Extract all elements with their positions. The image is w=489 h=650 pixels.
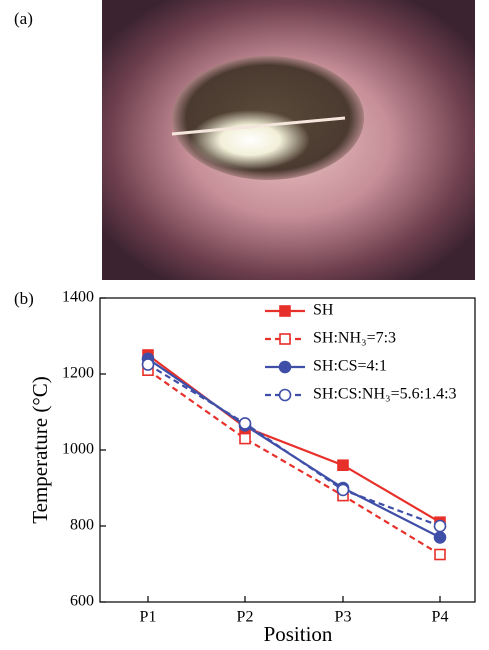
- legend-label: SH:CS=4:1: [313, 358, 387, 375]
- y-tick-label: 800: [70, 517, 94, 534]
- x-tick-label: P1: [140, 609, 157, 626]
- legend-marker: [278, 360, 292, 374]
- marker: [434, 548, 446, 561]
- legend-marker: [279, 333, 291, 345]
- marker: [336, 483, 350, 497]
- marker: [141, 358, 155, 371]
- panel-label: (a): [14, 9, 33, 28]
- photo: [102, 0, 475, 280]
- x-tick-label: P4: [432, 609, 449, 626]
- y-tick-label: 600: [70, 593, 94, 610]
- series-line: [147, 369, 441, 556]
- legend-marker: [279, 305, 291, 317]
- y-tick-label: 1200: [62, 365, 94, 382]
- x-tick-label: P2: [237, 609, 254, 626]
- marker: [239, 432, 251, 445]
- marker: [433, 531, 447, 544]
- marker: [337, 459, 349, 472]
- legend-label: SH:NH₃=7:3: [313, 330, 396, 347]
- x-axis-label: Position: [264, 622, 333, 646]
- y-tick-label: 1000: [62, 441, 94, 458]
- x-tick-label: P3: [335, 609, 352, 626]
- y-tick-label: 1400: [62, 289, 94, 306]
- marker: [433, 519, 447, 533]
- series-line: [147, 354, 441, 524]
- series-line: [147, 363, 441, 528]
- marker: [238, 417, 252, 430]
- panel-label: (b): [14, 289, 34, 308]
- y-axis-label: Temperature (°C): [28, 376, 52, 523]
- legend-marker: [278, 388, 292, 402]
- legend-label: SH: [313, 302, 334, 319]
- legend-label: SH:CS:NH₃=5.6:1.4:3: [313, 386, 457, 403]
